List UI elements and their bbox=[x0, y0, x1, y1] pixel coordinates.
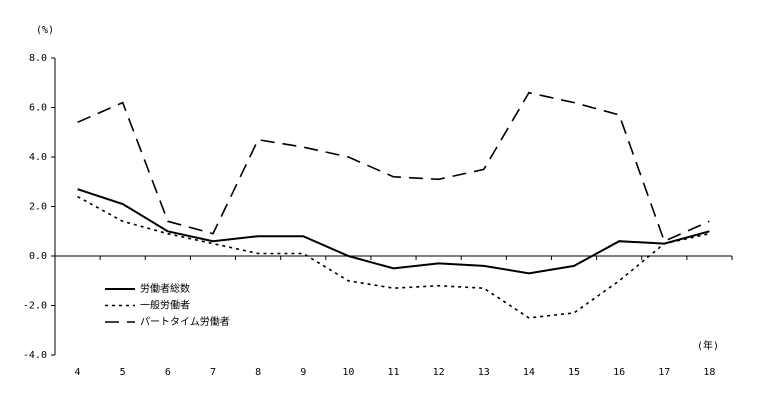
x-tick-label: 17 bbox=[658, 367, 670, 378]
y-tick-label: -2.0 bbox=[23, 301, 47, 312]
x-tick-label: 6 bbox=[165, 367, 171, 378]
x-tick-label: 9 bbox=[300, 367, 306, 378]
x-tick-label: 10 bbox=[342, 367, 354, 378]
x-tick-label: 15 bbox=[568, 367, 580, 378]
x-axis-unit: (年) bbox=[697, 339, 719, 352]
series-line bbox=[77, 188, 710, 275]
series-line bbox=[77, 91, 710, 243]
x-tick-label: 7 bbox=[210, 367, 216, 378]
legend-label: 労働者総数 bbox=[140, 282, 190, 295]
y-tick-label: -4.0 bbox=[23, 350, 47, 361]
legend-label: パートタイム労働者 bbox=[140, 315, 230, 328]
legend-label: 一般労働者 bbox=[140, 299, 190, 312]
x-tick-label: 18 bbox=[703, 367, 715, 378]
x-tick-label: 5 bbox=[120, 367, 126, 378]
y-tick-label: 8.0 bbox=[29, 53, 47, 64]
y-tick-label: 6.0 bbox=[29, 103, 47, 114]
x-tick-label: 13 bbox=[478, 367, 490, 378]
x-tick-label: 8 bbox=[255, 367, 261, 378]
x-tick-label: 16 bbox=[613, 367, 625, 378]
x-tick-label: 12 bbox=[433, 367, 445, 378]
x-tick-label: 11 bbox=[387, 367, 399, 378]
y-axis-unit: (%) bbox=[36, 25, 54, 36]
y-tick-label: 2.0 bbox=[29, 202, 47, 213]
x-tick-label: 14 bbox=[523, 367, 535, 378]
series-line bbox=[77, 195, 710, 319]
x-tick-label: 4 bbox=[75, 367, 81, 378]
y-tick-label: 4.0 bbox=[29, 152, 47, 163]
y-tick-label: 0.0 bbox=[29, 251, 47, 262]
